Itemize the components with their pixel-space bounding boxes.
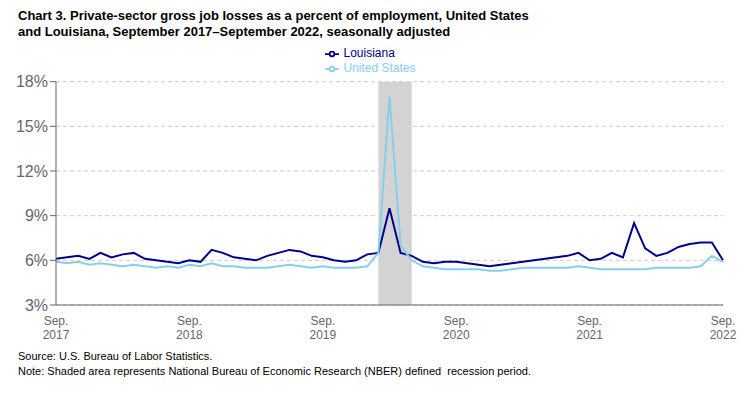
html-text:United States: United States — [343, 60, 416, 75]
svg-text:Sep.2018: Sep.2018 — [176, 314, 203, 342]
svg-text:18%: 18% — [16, 73, 48, 90]
svg-text:12%: 12% — [16, 163, 48, 180]
html-text:Note: Shaded area represents N: Note: Shaded area represents National Bu… — [18, 365, 531, 377]
svg-text:6%: 6% — [25, 252, 48, 269]
html-text:Source: U.S. Bureau of Labor S: Source: U.S. Bureau of Labor Statistics. — [18, 350, 213, 362]
svg-text:15%: 15% — [16, 118, 48, 135]
html-text:and Louisiana, September 2017–: and Louisiana, September 2017–September … — [18, 24, 451, 39]
svg-text:9%: 9% — [25, 207, 48, 224]
svg-text:Sep.2019: Sep.2019 — [309, 314, 336, 342]
svg-text:Sep.2017: Sep.2017 — [43, 314, 70, 342]
svg-text:3%: 3% — [25, 297, 48, 314]
svg-text:Sep.2022: Sep.2022 — [710, 314, 737, 342]
svg-text:Sep.2020: Sep.2020 — [443, 314, 470, 342]
html-text:Chart 3. Private-sector gross: Chart 3. Private-sector gross job losses… — [18, 8, 529, 23]
html-text:Louisiana: Louisiana — [343, 46, 395, 60]
svg-text:Sep.2021: Sep.2021 — [576, 314, 603, 342]
